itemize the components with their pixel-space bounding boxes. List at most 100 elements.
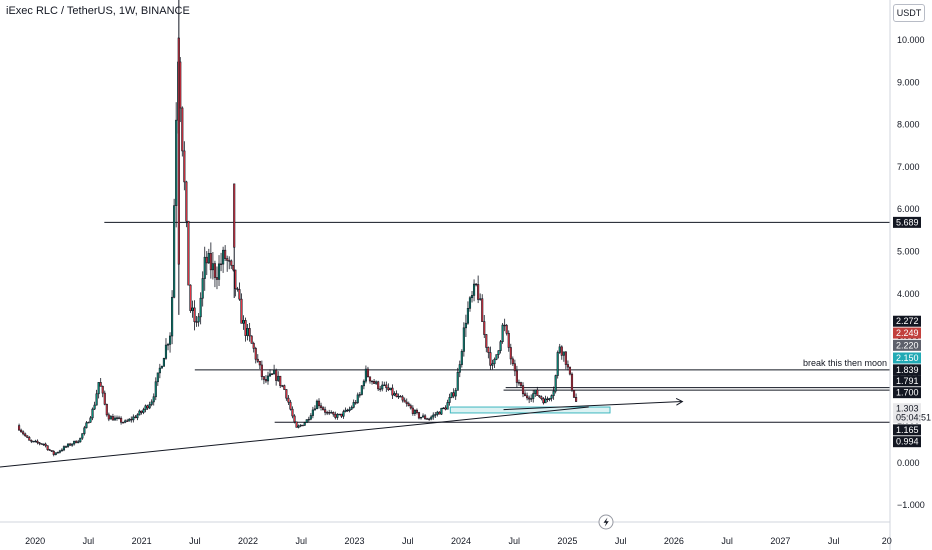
candle-up [479, 298, 482, 300]
lightning-icon[interactable] [598, 514, 614, 530]
price-tag-label: 1.839 [896, 365, 919, 375]
time-axis-label: Jul [296, 536, 308, 546]
candle-up [338, 413, 341, 416]
candle-down [334, 413, 337, 418]
candle-down [69, 443, 72, 446]
arrow-head [675, 398, 684, 406]
candle-up [468, 297, 472, 309]
price-tag-bg [893, 315, 921, 327]
candle-up [554, 375, 557, 392]
candle-up [242, 320, 245, 324]
price-axis-label: 9.000 [897, 77, 920, 87]
candle-up [530, 398, 533, 400]
candle-down [260, 364, 263, 377]
price-axis-label: 6.000 [897, 204, 920, 214]
candle-up [434, 414, 437, 416]
candle-down [444, 407, 447, 410]
candle-down [22, 431, 25, 435]
candle-up [350, 407, 353, 410]
candle-up [375, 381, 378, 384]
candle-up [456, 371, 459, 391]
candle-up [464, 322, 467, 329]
candle-up [168, 335, 172, 345]
candle-up [91, 408, 94, 419]
candle-down [26, 435, 29, 438]
candle-up [299, 424, 302, 427]
candle-down [401, 396, 404, 401]
candle-down [209, 253, 212, 271]
candle-down [415, 409, 418, 413]
candle-down [40, 443, 43, 445]
candle-down [122, 421, 125, 424]
candle-up [199, 297, 202, 318]
candle-down [185, 181, 188, 222]
candle-up [217, 263, 221, 280]
candle-down [424, 415, 427, 419]
candle-down [489, 352, 492, 366]
candle-down [48, 449, 51, 451]
candle-down [379, 388, 382, 390]
candle-up [148, 404, 151, 409]
candle-up [364, 368, 367, 382]
candle-down [354, 402, 357, 404]
candle-up [115, 417, 119, 419]
candle-up [348, 408, 351, 411]
currency-selector[interactable]: USDT [893, 4, 925, 22]
price-tag-bg [893, 216, 921, 228]
candle-down [572, 390, 576, 398]
candle-up [207, 253, 210, 264]
candle-up [454, 390, 457, 397]
candle-up [358, 394, 361, 396]
candle-down [264, 379, 268, 382]
time-axis-label: 2020 [25, 536, 45, 546]
candle-down [244, 320, 247, 336]
candle-up [493, 358, 496, 365]
candle-down [407, 403, 410, 406]
candle-up [171, 296, 174, 337]
candle-up [305, 419, 308, 424]
candle-down [146, 405, 149, 409]
price-tag-bg [893, 436, 921, 448]
time-axis-label: Jul [828, 536, 840, 546]
candle-down [546, 398, 549, 401]
candle-up [56, 451, 59, 454]
candle-up [58, 450, 61, 453]
candle-down [130, 418, 133, 421]
candle-down [322, 407, 325, 410]
candle-up [113, 417, 117, 421]
candle-up [166, 344, 170, 346]
candle-down [538, 395, 541, 398]
annotation-group: break this then moon [803, 358, 887, 368]
candle-up [460, 351, 463, 365]
candle-up [162, 358, 165, 367]
candle-down [475, 283, 478, 286]
candle-up [95, 393, 98, 406]
candle-down [505, 325, 508, 334]
candle-down [340, 413, 343, 417]
price-axis-label: 5.000 [897, 246, 920, 256]
candle-up [54, 452, 57, 455]
candle-up [472, 283, 476, 296]
candle-up [246, 328, 249, 336]
candle-down [513, 363, 516, 372]
candle-down [301, 424, 304, 427]
candle-down [30, 440, 33, 442]
candle-up [448, 397, 451, 403]
candle-down [281, 385, 284, 387]
price-tag-bg [893, 424, 921, 436]
time-axis-label: 2023 [344, 536, 364, 546]
candle-down [452, 392, 455, 397]
candle-down [226, 258, 229, 261]
candle-up [32, 440, 35, 443]
candle-down [20, 429, 23, 433]
candle-up [109, 416, 112, 420]
price-tag-bg [893, 387, 921, 399]
time-axis-label: 2022 [238, 536, 258, 546]
candle-up [550, 395, 553, 399]
candle-up [562, 351, 565, 356]
candle-down [258, 360, 261, 366]
candle-up [93, 404, 96, 410]
candle-up [532, 393, 535, 399]
